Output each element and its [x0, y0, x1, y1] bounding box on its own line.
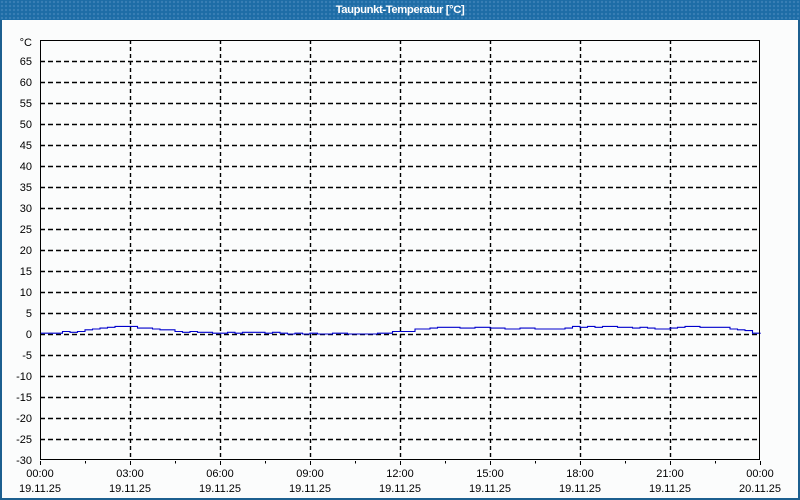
- svg-text:19.11.25: 19.11.25: [559, 483, 601, 495]
- svg-text:18:00: 18:00: [566, 468, 594, 480]
- svg-text:-20: -20: [16, 413, 32, 425]
- svg-text:19.11.25: 19.11.25: [199, 483, 241, 495]
- svg-text:21:00: 21:00: [656, 468, 684, 480]
- svg-text:-5: -5: [22, 350, 32, 362]
- svg-text:00:00: 00:00: [746, 468, 774, 480]
- svg-text:45: 45: [20, 140, 32, 152]
- svg-text:19.11.25: 19.11.25: [379, 483, 421, 495]
- svg-text:19.11.25: 19.11.25: [469, 483, 511, 495]
- svg-text:25: 25: [20, 224, 32, 236]
- svg-text:65: 65: [20, 56, 32, 68]
- svg-text:19.11.25: 19.11.25: [289, 483, 331, 495]
- svg-text:03:00: 03:00: [116, 468, 144, 480]
- svg-text:06:00: 06:00: [206, 468, 234, 480]
- svg-text:12:00: 12:00: [386, 468, 414, 480]
- svg-text:60: 60: [20, 77, 32, 89]
- svg-text:-10: -10: [16, 371, 32, 383]
- svg-text:20: 20: [20, 245, 32, 257]
- svg-text:-25: -25: [16, 434, 32, 446]
- svg-text:-15: -15: [16, 392, 32, 404]
- svg-text:10: 10: [20, 287, 32, 299]
- svg-text:40: 40: [20, 161, 32, 173]
- svg-text:-30: -30: [16, 455, 32, 467]
- svg-text:15: 15: [20, 266, 32, 278]
- svg-text:15:00: 15:00: [476, 468, 504, 480]
- svg-text:35: 35: [20, 182, 32, 194]
- svg-text:55: 55: [20, 98, 32, 110]
- svg-text:°C: °C: [20, 37, 32, 49]
- svg-text:19.11.25: 19.11.25: [649, 483, 691, 495]
- svg-text:00:00: 00:00: [26, 468, 54, 480]
- svg-text:0: 0: [26, 329, 32, 341]
- svg-text:50: 50: [20, 119, 32, 131]
- svg-text:20.11.25: 20.11.25: [739, 483, 781, 495]
- svg-text:30: 30: [20, 203, 32, 215]
- svg-text:09:00: 09:00: [296, 468, 324, 480]
- svg-text:19.11.25: 19.11.25: [19, 483, 61, 495]
- svg-text:5: 5: [26, 308, 32, 320]
- svg-text:19.11.25: 19.11.25: [109, 483, 151, 495]
